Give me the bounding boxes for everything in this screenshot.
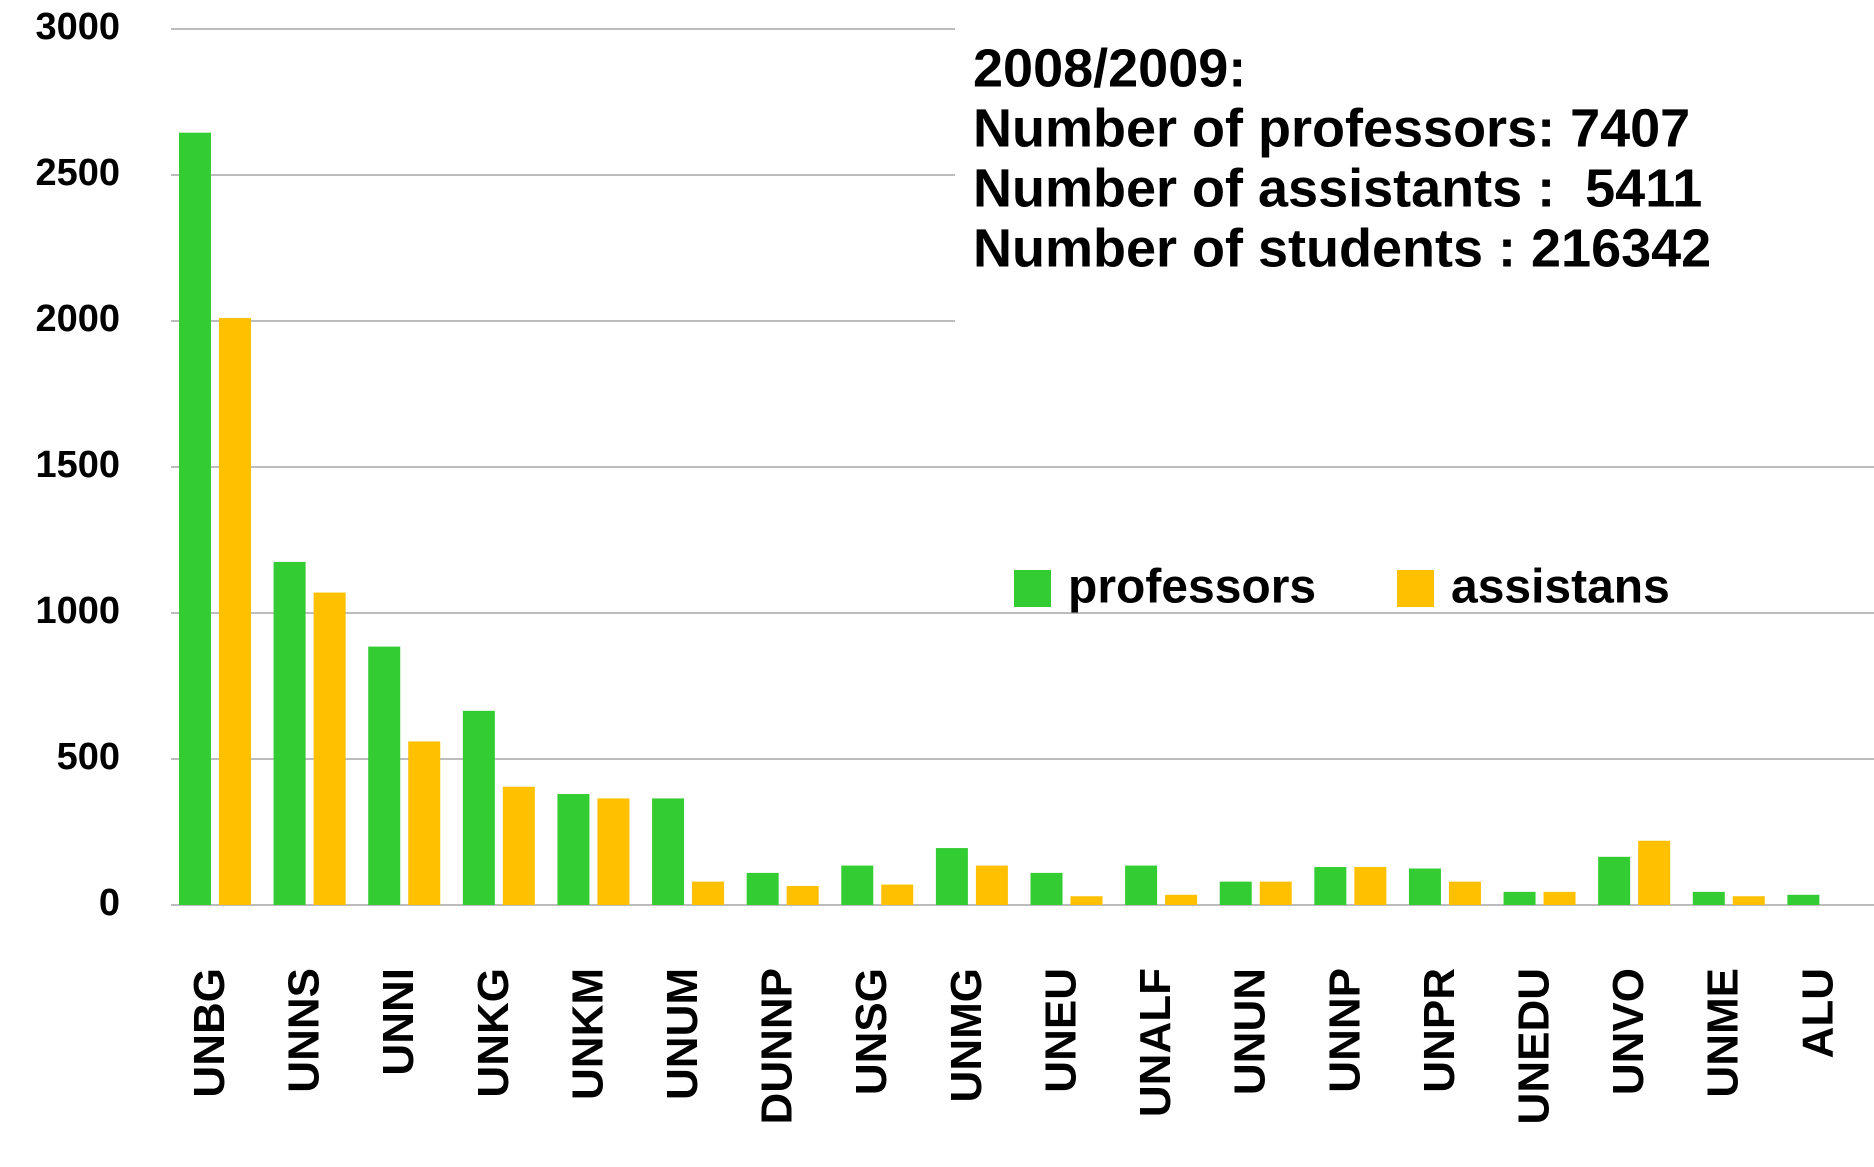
x-tick-label: DUNNP [753, 968, 802, 1124]
x-tick-label: UNME [1699, 968, 1748, 1098]
bar [746, 872, 779, 905]
x-tick-label: UNEU [1036, 968, 1085, 1093]
bar [557, 794, 590, 905]
x-tick-label: UNMG [942, 968, 991, 1102]
legend-label: professors [1068, 561, 1316, 614]
annotation: Number of assistants : 5411 [973, 158, 1702, 218]
legend-swatch [1397, 570, 1434, 607]
bar [1030, 872, 1063, 905]
bar [1787, 894, 1820, 905]
bar [313, 592, 346, 905]
legend-label: assistans [1451, 561, 1670, 614]
x-tick-label: UNBG [185, 968, 234, 1098]
bar [179, 132, 211, 905]
bar [1692, 891, 1725, 905]
x-tick-label: ALU [1793, 968, 1842, 1058]
x-tick-label: UNEDU [1509, 968, 1558, 1124]
bar [597, 798, 630, 905]
bar [502, 786, 535, 905]
bar [1314, 867, 1347, 905]
y-tick-label: 2000 [35, 298, 120, 340]
bar [786, 886, 819, 905]
bar [1219, 881, 1252, 905]
x-tick-label: UNNI [374, 968, 423, 1076]
x-tick-label: UNKG [469, 968, 518, 1098]
x-tick-label: UNKM [563, 968, 612, 1100]
annotation: Number of professors: 7407 [973, 98, 1690, 158]
bar [652, 798, 685, 905]
bar [273, 561, 306, 905]
bar [408, 741, 441, 905]
bar [1408, 868, 1441, 905]
legend-swatch [1014, 570, 1051, 607]
bar [1165, 894, 1198, 905]
x-tick-label: UNVO [1604, 968, 1653, 1095]
bar [1448, 881, 1481, 905]
bar [1732, 896, 1765, 905]
x-tick-label: UNSG [847, 968, 896, 1095]
bar [935, 848, 968, 905]
bar [462, 710, 495, 905]
bar [1543, 891, 1576, 905]
bar [1598, 856, 1631, 905]
bar [881, 884, 914, 905]
bar [975, 865, 1008, 905]
bar [1125, 865, 1158, 905]
y-tick-label: 500 [57, 736, 120, 778]
x-tick-label: UNALF [1131, 968, 1180, 1117]
bar [841, 865, 874, 905]
x-tick-label: UNPR [1415, 968, 1464, 1093]
x-tick-label: UNUN [1226, 968, 1275, 1095]
y-tick-label: 1500 [35, 444, 120, 486]
annotation: Number of students : 216342 [973, 218, 1711, 278]
x-tick-label: UNNP [1320, 968, 1369, 1093]
y-tick-label: 0 [99, 882, 120, 924]
annotation-bg [955, 0, 1874, 375]
bar [692, 881, 725, 905]
bar [219, 318, 251, 906]
y-tick-label: 1000 [35, 590, 120, 632]
annotation: 2008/2009: [973, 38, 1246, 98]
y-tick-label: 3000 [35, 6, 120, 48]
bar [1259, 881, 1292, 905]
bar [1354, 867, 1387, 905]
y-tick-label: 2500 [35, 152, 120, 194]
bar [1503, 891, 1536, 905]
x-tick-label: UNNS [280, 968, 329, 1093]
bar [1638, 840, 1671, 905]
bar [1070, 896, 1103, 905]
x-tick-label: UNUM [658, 968, 707, 1100]
bar [368, 646, 401, 905]
